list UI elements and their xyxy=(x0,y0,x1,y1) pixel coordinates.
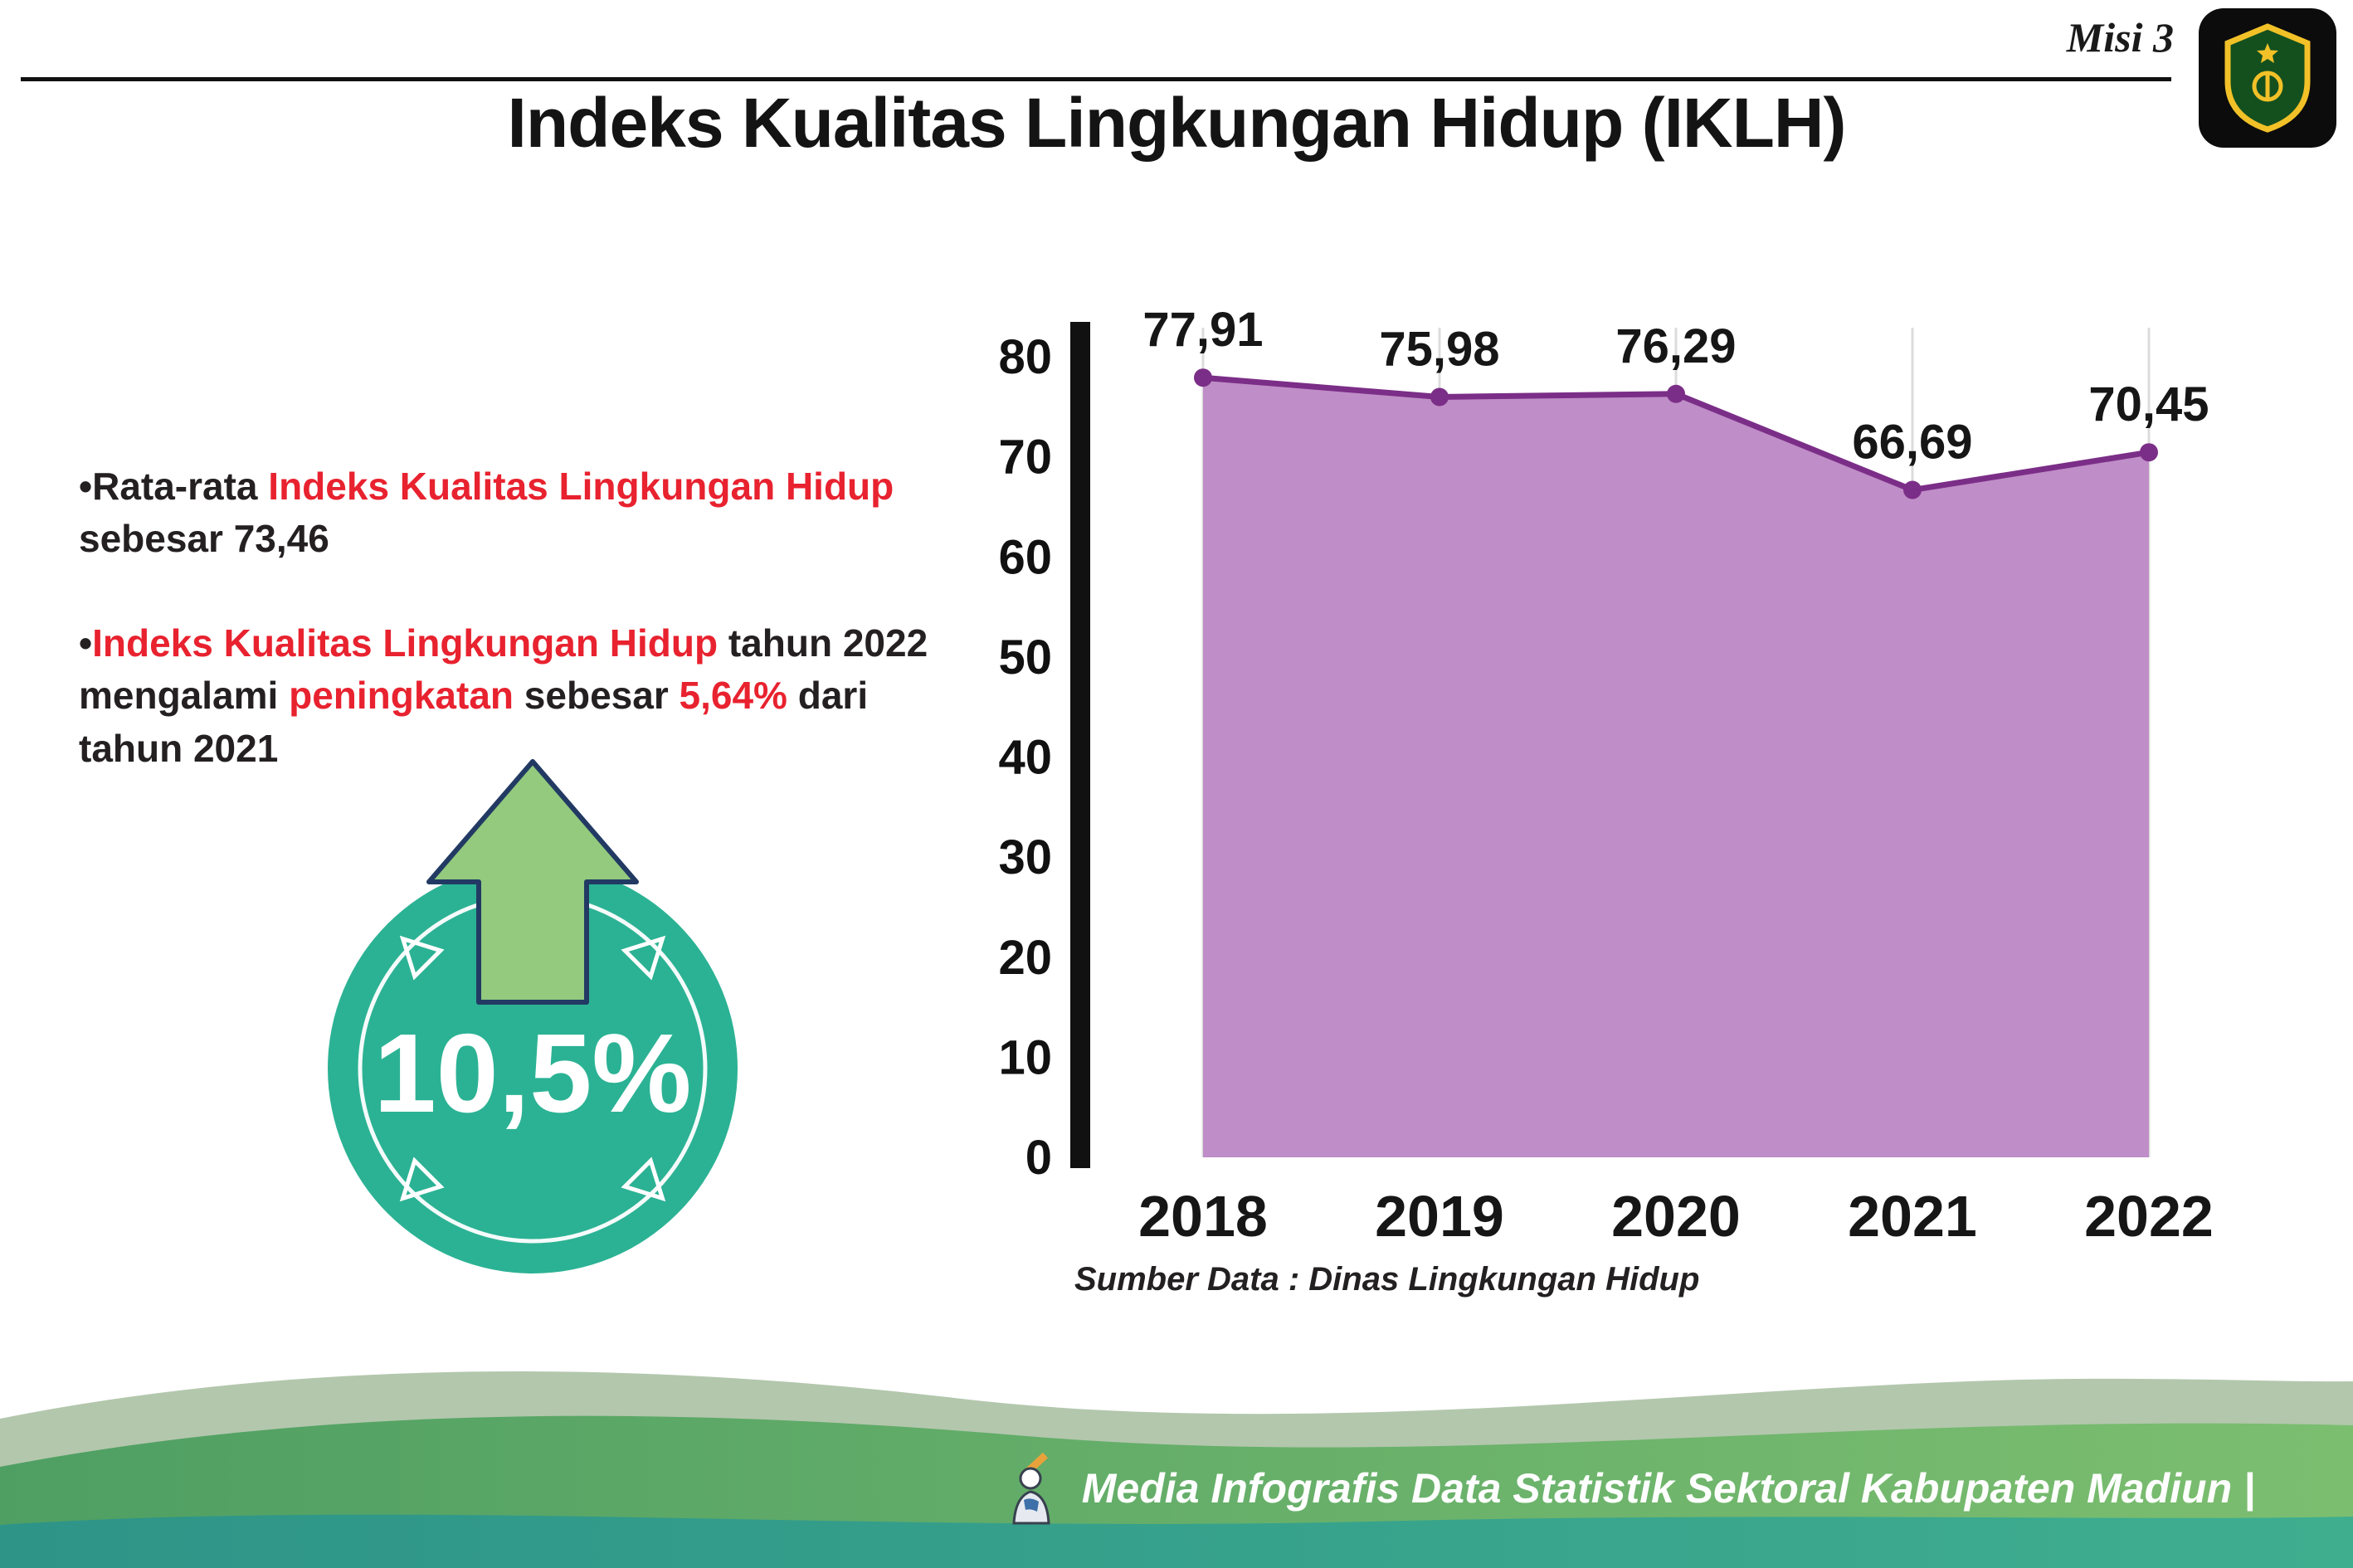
header-rule xyxy=(21,77,2171,81)
data-point xyxy=(1667,384,1685,403)
footer-wave-teal xyxy=(0,1514,2353,1568)
y-tick-label: 60 xyxy=(998,530,1052,584)
up-arrow-icon xyxy=(426,759,639,1005)
y-tick-label: 40 xyxy=(998,731,1052,785)
data-point xyxy=(1430,387,1449,407)
value-label: 66,69 xyxy=(1852,416,1972,470)
bullet-text-segment: tahun 2022 mengalami xyxy=(79,621,928,718)
data-source-note: Sumber Data : Dinas Lingkungan Hidup xyxy=(1074,1261,1700,1298)
chart-canvas: 0 10 20 30 40 50 60 70 80 77,91 75,98 76,29 66,69 70,… xyxy=(998,303,2214,1249)
bullet-text-segment: 5,64% xyxy=(679,674,787,718)
bullet-text-segment: peningkatan xyxy=(289,674,514,718)
x-tick-label: 2019 xyxy=(1375,1184,1504,1249)
kabupaten-madiun-logo xyxy=(2199,8,2336,148)
footer-caption-text: Media Infografis Data Statistik Sektoral… xyxy=(1081,1465,2255,1512)
footer-wave-art xyxy=(0,1371,2353,1568)
bullet-text-segment: •Rata-rata xyxy=(79,465,269,508)
x-tick-label: 2021 xyxy=(1848,1184,1977,1249)
value-label: 76,29 xyxy=(1615,319,1736,373)
bullet-average-iklh: •Rata-rata Indeks Kualitas Lingkungan Hi… xyxy=(79,460,975,566)
y-tick-label: 50 xyxy=(998,631,1052,684)
x-tick-label: 2018 xyxy=(1138,1184,1268,1249)
bullet-text-segment: Indeks Kualitas Lingkungan Hidup xyxy=(92,621,719,665)
value-label: 70,45 xyxy=(2088,377,2209,431)
y-tick-label: 80 xyxy=(998,330,1052,384)
page-title: Indeks Kualitas Lingkungan Hidup (IKLH) xyxy=(507,84,1846,162)
badge-triangle-icon xyxy=(399,935,445,981)
y-axis xyxy=(1070,322,1090,1168)
badge-circle xyxy=(328,864,738,1273)
bullet-text-segment: Indeks Kualitas Lingkungan Hidup xyxy=(268,465,894,508)
bullet-increase-2022: •Indeks Kualitas Lingkungan Hidup tahun … xyxy=(79,617,975,775)
x-tick-label: 2020 xyxy=(1611,1184,1741,1249)
badge-triangle-icon xyxy=(621,1157,666,1202)
data-point xyxy=(1194,368,1212,387)
mascot-icon xyxy=(1012,1452,1050,1525)
bullet-text-segment: sebesar 73,46 xyxy=(79,517,329,561)
bullet-text-segment: sebesar xyxy=(514,674,680,718)
bullet-text-segment: dari tahun 2021 xyxy=(79,674,869,770)
key-points: •Rata-rata Indeks Kualitas Lingkungan Hi… xyxy=(79,460,975,826)
x-tick-label: 2022 xyxy=(2084,1184,2214,1249)
increase-badge: 10,5% xyxy=(328,759,738,1273)
badge-triangle-icon xyxy=(399,1157,445,1202)
value-label: 75,98 xyxy=(1379,322,1499,376)
area-fill xyxy=(1203,377,2149,1157)
iklh-area-chart: 0 10 20 30 40 50 60 70 80 77,91 75,98 76,29 66,69 70,… xyxy=(954,290,2282,1332)
footer-caption: Media Infografis Data Statistik Sektoral… xyxy=(997,1450,2255,1527)
y-tick-label: 70 xyxy=(998,431,1052,485)
y-tick-label: 30 xyxy=(998,830,1052,884)
y-tick-label: 0 xyxy=(1025,1131,1052,1185)
crest-wreath xyxy=(2252,71,2283,102)
data-point xyxy=(1903,480,1922,499)
misi-label: Misi 3 xyxy=(2066,14,2174,61)
bullet-text-segment: • xyxy=(79,621,93,665)
crest-star-icon xyxy=(2257,43,2278,63)
badge-value: 10,5% xyxy=(374,1010,692,1136)
kabupaten-madiun-crest-icon xyxy=(2224,23,2311,133)
data-point xyxy=(2140,443,2158,462)
y-tick-label: 20 xyxy=(998,931,1052,985)
y-tick-label: 10 xyxy=(998,1030,1052,1084)
badge-triangle-icon xyxy=(621,935,666,981)
value-label: 77,91 xyxy=(1142,303,1263,357)
